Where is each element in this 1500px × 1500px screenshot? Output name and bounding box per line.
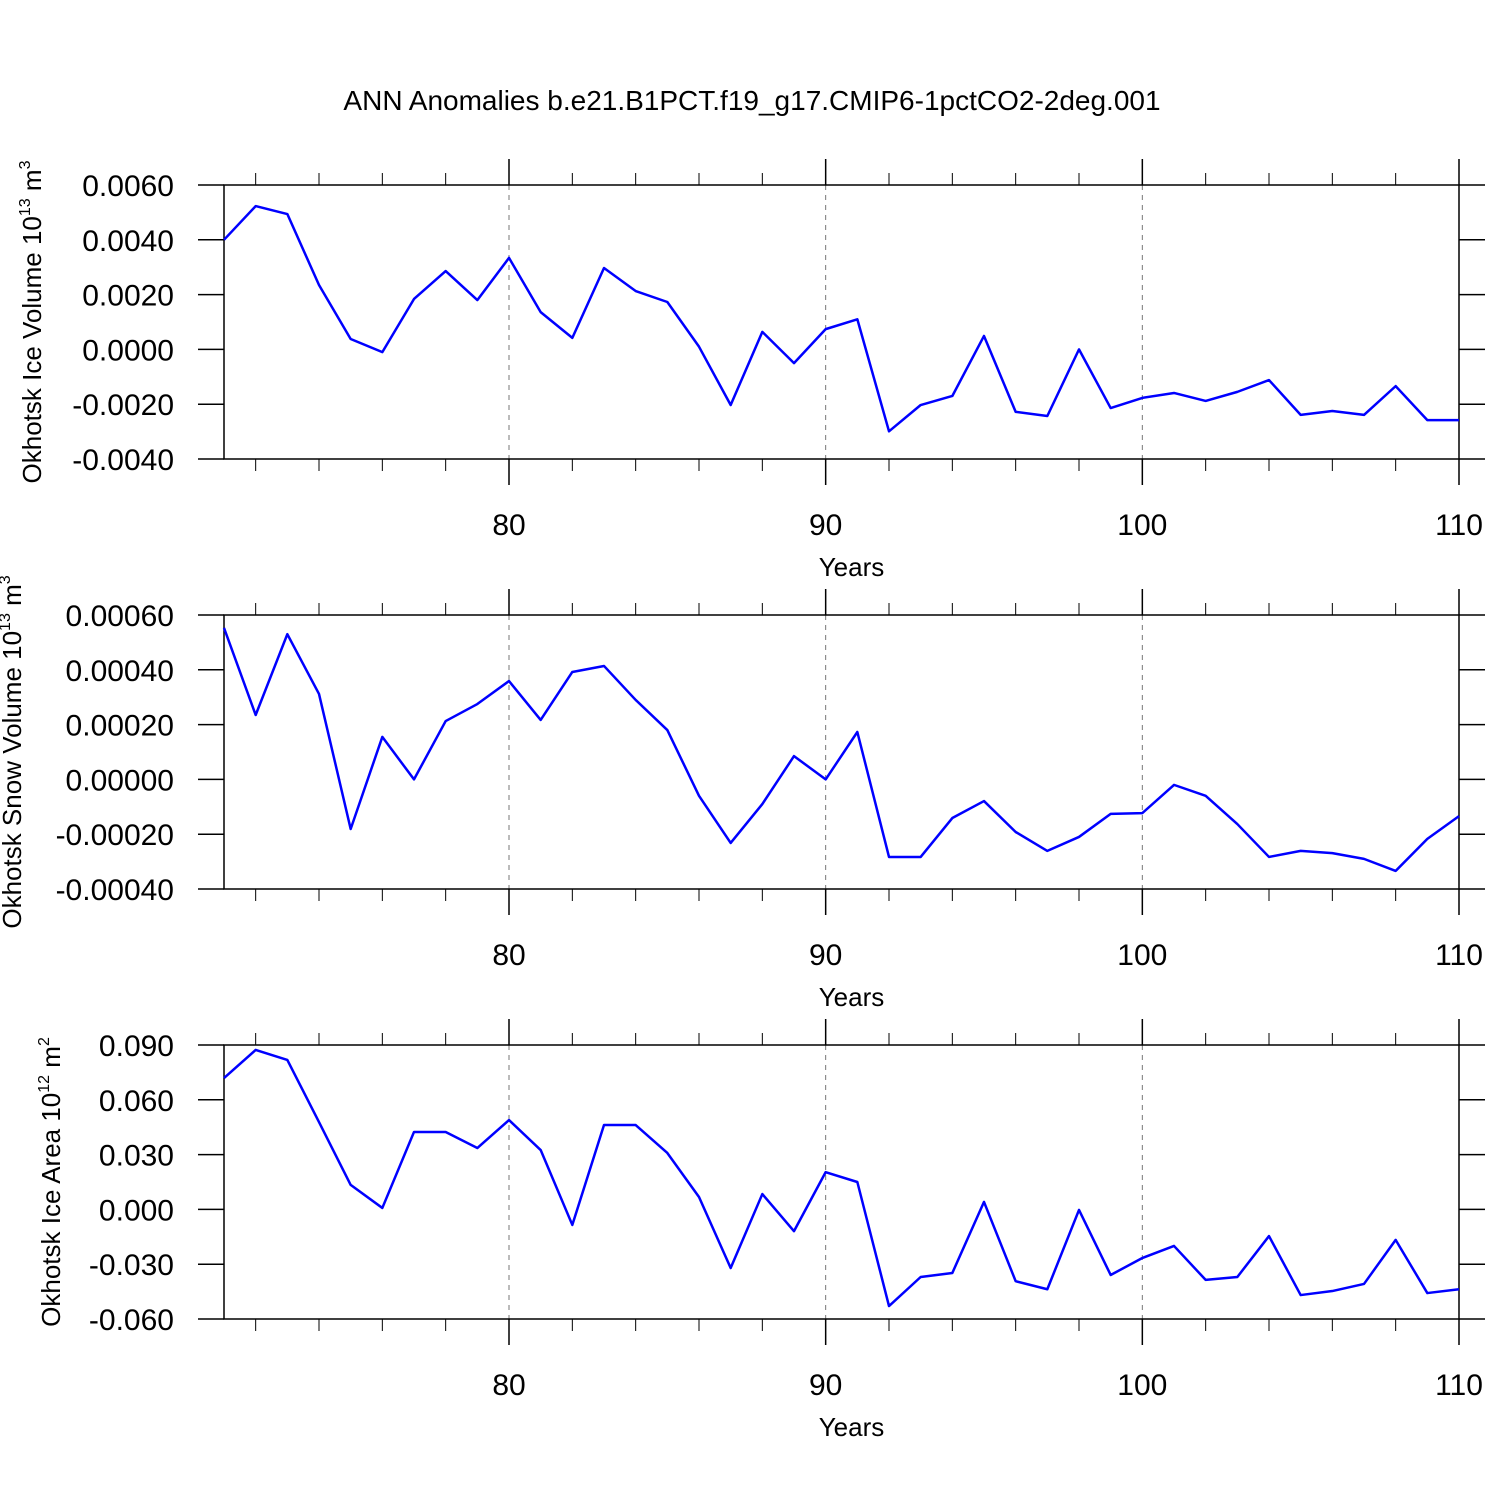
y-axis-title-unit: m <box>17 169 47 198</box>
plot-frame <box>223 614 1460 890</box>
y-axis-title-unit-exp: 3 <box>17 160 34 169</box>
plot-frame <box>223 1044 1460 1320</box>
y-tick-label: -0.00040 <box>56 874 174 907</box>
y-axis-title-exp: 13 <box>0 613 14 631</box>
y-tick-label: 0.0020 <box>82 280 174 313</box>
panel: 80 90 100 110 -0.00040 -0.00020 0.00000 0.00020… <box>0 575 1485 1012</box>
y-axis-title-unit-exp: 2 <box>36 1037 53 1046</box>
x-axis-title: Years <box>819 552 885 582</box>
data-line <box>223 204 1459 433</box>
x-tick-label: 80 <box>492 509 525 542</box>
y-tick-label: 0.000 <box>99 1194 174 1227</box>
y-tick-label: 0.00040 <box>66 655 174 688</box>
y-tick-label: 0.090 <box>99 1030 174 1063</box>
x-axis-title: Years <box>819 982 885 1012</box>
data-line <box>223 1048 1460 1308</box>
x-tick-label: 100 <box>1117 1369 1167 1402</box>
x-tick-label: 90 <box>809 1369 842 1402</box>
y-axis-title-unit: m <box>0 584 27 613</box>
x-tick-label: 110 <box>1435 509 1483 542</box>
x-tick-label: 90 <box>809 939 842 972</box>
y-axis-title: Okhotsk Ice Area 1012 m2 <box>36 1037 66 1327</box>
y-tick-label: 0.0060 <box>82 170 174 203</box>
chart-title: ANN Anomalies b.e21.B1PCT.f19_g17.CMIP6-… <box>343 85 1160 116</box>
y-tick-label: 0.00020 <box>66 710 174 743</box>
data-line <box>222 627 1460 873</box>
y-axis-title-exp: 12 <box>36 1075 53 1093</box>
y-tick-label: 0.00060 <box>66 600 174 633</box>
y-tick-label: 0.00000 <box>66 764 174 797</box>
y-axis-title-unit: m <box>36 1046 66 1075</box>
y-tick-label: -0.060 <box>89 1304 174 1337</box>
y-tick-label: 0.0000 <box>82 334 174 367</box>
y-tick-label: 0.030 <box>99 1140 174 1173</box>
y-axis-title-unit-exp: 3 <box>0 575 14 584</box>
x-tick-label: 100 <box>1117 939 1167 972</box>
x-tick-label: 110 <box>1435 939 1483 972</box>
y-axis-title-exp: 13 <box>17 198 34 216</box>
x-tick-label: 80 <box>492 939 525 972</box>
x-tick-label: 110 <box>1435 1369 1483 1402</box>
plot-frame <box>223 184 1460 460</box>
x-tick-label: 90 <box>809 509 842 542</box>
panel: 80 90 100 110 -0.0040 -0.0020 0.0000 0.0020 0.00… <box>17 159 1485 582</box>
y-axis-title-text: Okhotsk Ice Volume 10 <box>17 216 47 483</box>
x-tick-label: 100 <box>1117 509 1167 542</box>
y-tick-label: -0.0020 <box>72 389 174 422</box>
y-tick-label: -0.00020 <box>56 819 174 852</box>
y-tick-label: 0.0040 <box>82 225 174 258</box>
y-tick-label: 0.060 <box>99 1085 174 1118</box>
y-axis-title: Okhotsk Snow Volume 1013 m3 <box>0 575 27 928</box>
y-tick-label: -0.030 <box>89 1249 174 1282</box>
y-tick-label: -0.0040 <box>72 444 174 477</box>
y-axis-title: Okhotsk Ice Volume 1013 m3 <box>17 160 47 483</box>
y-axis-title-text: Okhotsk Snow Volume 10 <box>0 631 27 929</box>
panel: 80 90 100 110 -0.060 -0.030 0.000 0.030 0.060 0.0… <box>36 1019 1485 1442</box>
x-axis-title: Years <box>819 1412 885 1442</box>
x-tick-label: 80 <box>492 1369 525 1402</box>
y-axis-title-text: Okhotsk Ice Area 10 <box>36 1093 66 1327</box>
